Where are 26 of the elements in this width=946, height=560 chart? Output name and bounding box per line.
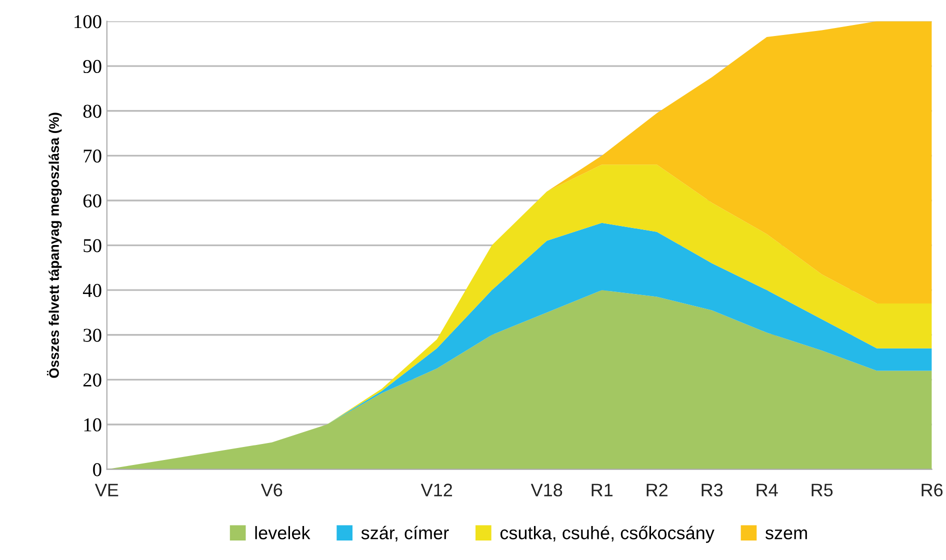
y-tick-label: 60 <box>83 194 102 208</box>
y-tick-label: 40 <box>82 284 102 298</box>
y-tick-label: 30 <box>84 328 102 342</box>
x-tick-label: R6 <box>922 484 943 496</box>
y-tick-label: 20 <box>83 373 102 387</box>
y-tick-label: 90 <box>83 60 102 74</box>
x-tick-label: V18 <box>530 484 562 496</box>
x-tick-label: R1 <box>592 484 613 496</box>
y-axis-title: Összes felvett tápanyag megoszlása (%) <box>46 112 62 378</box>
legend-label: csutka, csuhé, csőkocsány <box>500 526 714 543</box>
x-tick-label: V6 <box>260 484 282 496</box>
y-tick-label: 100 <box>74 15 102 28</box>
y-tick-label: 50 <box>84 239 102 252</box>
legend-label: levelek <box>255 526 310 540</box>
y-tick-label: 80 <box>83 104 102 118</box>
y-tick-label: 70 <box>84 149 102 163</box>
x-tick-label: VE <box>94 484 118 496</box>
x-tick-label: R3 <box>702 484 723 496</box>
x-tick-label: R4 <box>756 484 778 496</box>
legend-label: szem <box>765 529 807 540</box>
x-tick-label: R5 <box>812 484 833 496</box>
x-tick-label: V12 <box>420 484 452 496</box>
y-tick-label: 0 <box>93 463 102 476</box>
y-tick-label: 10 <box>84 418 102 432</box>
legend-label: szár, címer <box>361 526 449 542</box>
x-tick-label: R2 <box>646 484 668 496</box>
